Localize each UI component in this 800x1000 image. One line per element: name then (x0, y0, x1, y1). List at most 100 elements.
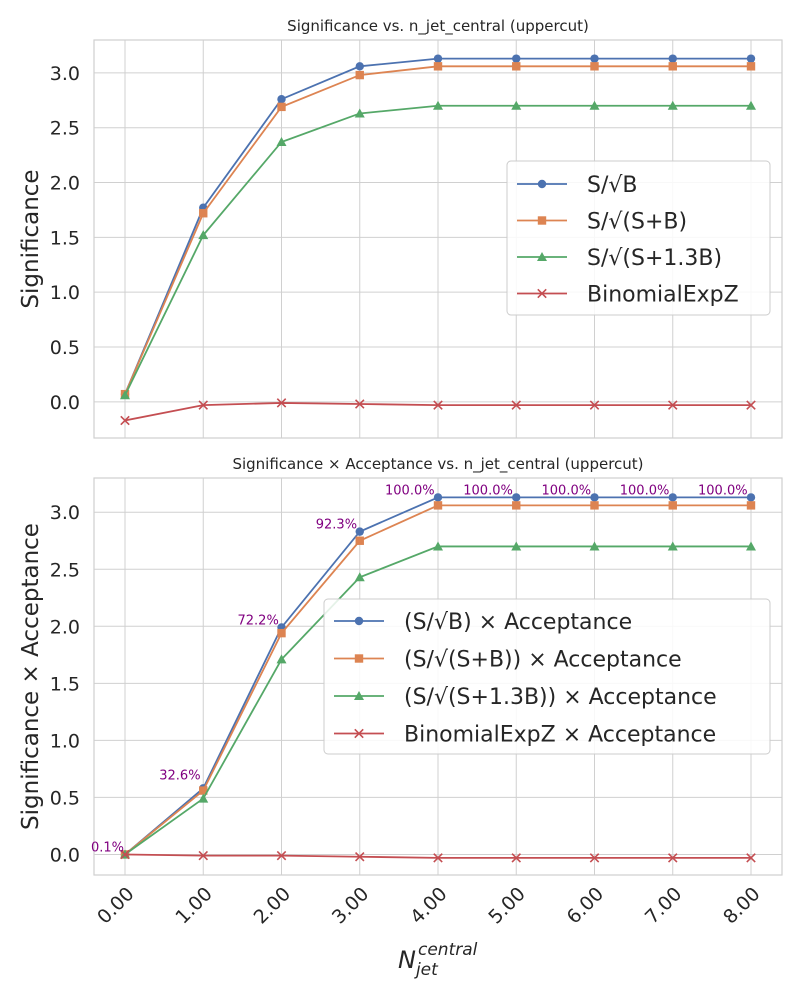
data-point (668, 493, 677, 502)
series-1 (120, 501, 756, 859)
y-tick-label: 2.5 (50, 559, 80, 581)
series-2 (120, 100, 756, 400)
x-tick-label: 4.00 (406, 883, 451, 928)
legend-label: (S/√(S+1.3B)) × Acceptance (404, 685, 717, 710)
data-point (512, 501, 521, 510)
x-tick-label: 3.00 (328, 883, 373, 928)
data-point (433, 62, 443, 71)
legend-swatch-marker (537, 288, 547, 299)
x-axis-label: Njet (398, 946, 439, 980)
y-tick-label: 0.0 (50, 392, 80, 414)
y-tick-label: 1.5 (50, 673, 80, 695)
y-tick-label: 2.0 (50, 173, 80, 195)
y-tick-label: 2.5 (50, 118, 80, 140)
data-point (668, 54, 677, 63)
data-point (746, 493, 756, 502)
legend-swatch-marker (537, 179, 547, 189)
data-point (512, 62, 521, 71)
data-point (589, 541, 600, 551)
legend-label: S/√(S+1.3B) (587, 246, 722, 271)
x-tick-label: 0.00 (93, 883, 138, 928)
data-point (198, 850, 209, 861)
plot-frame (93, 477, 783, 876)
data-point (668, 62, 677, 71)
chart-top-significance: 0.0 0.5 1.0 1.5 2.0 2.5 3.0 Significance vs. n_… (18, 17, 783, 439)
acceptance-annotation: 100.0% (698, 483, 748, 498)
legend-box (506, 160, 771, 316)
data-point (120, 415, 130, 426)
acceptance-annotation: 32.6% (159, 768, 200, 783)
legend-swatch-marker (354, 616, 364, 626)
legend-swatch-marker (354, 728, 364, 739)
y-tick-label: 1.5 (50, 227, 80, 249)
y-tick-label: 2.0 (50, 616, 80, 638)
acceptance-annotation: 0.1% (91, 840, 124, 855)
data-point (277, 102, 286, 112)
legend: S/√B S/√(S+B) S/√(S+1.3B) BinomialExpZ (506, 160, 771, 316)
data-point (589, 853, 600, 863)
data-point (355, 70, 364, 80)
data-point (746, 501, 756, 510)
legend-label: BinomialExpZ × Acceptance (404, 723, 716, 748)
y-axis-label: Significance × Acceptance (18, 523, 44, 830)
x-tick-label: 2.00 (250, 883, 295, 928)
data-point (511, 853, 522, 863)
data-point (746, 62, 756, 71)
data-point (199, 786, 208, 795)
data-point (667, 853, 678, 863)
series-3 (120, 849, 756, 863)
data-point (668, 501, 677, 510)
data-point (433, 501, 443, 510)
data-point (277, 628, 286, 638)
acceptance-annotation: 72.2% (238, 613, 279, 628)
data-point (590, 62, 599, 71)
data-point (746, 541, 756, 551)
x-tick-label: 1.00 (171, 883, 216, 928)
data-point (746, 853, 756, 863)
data-point (355, 62, 364, 71)
data-point (512, 54, 521, 63)
legend-swatch-marker (537, 216, 547, 225)
data-point (667, 400, 678, 410)
data-point (354, 108, 365, 118)
data-point (511, 100, 522, 110)
legend-swatch-marker (354, 654, 364, 663)
data-point (276, 850, 287, 861)
data-point (354, 851, 365, 862)
data-point (512, 493, 521, 502)
series-3 (120, 398, 756, 426)
x-axis-label-main: N (398, 946, 416, 974)
y-tick-label: 0.5 (50, 337, 80, 359)
y-tick-label: 1.0 (50, 730, 80, 752)
y-tick-label: 3.0 (50, 63, 80, 85)
data-point (355, 536, 364, 545)
series-2 (120, 541, 756, 859)
data-point (433, 400, 443, 410)
data-point (276, 654, 287, 664)
acceptance-annotation: 100.0% (463, 483, 513, 498)
data-point (590, 501, 599, 510)
y-tick-label: 3.0 (50, 502, 80, 524)
data-point (667, 100, 678, 110)
data-point (667, 541, 678, 551)
data-point (433, 853, 443, 863)
x-tick-label: 5.00 (484, 883, 529, 928)
series-0 (120, 54, 756, 399)
data-point (354, 399, 365, 409)
data-point (433, 541, 443, 551)
acceptance-annotation: 100.0% (385, 483, 435, 498)
data-point (589, 100, 600, 110)
data-point (433, 493, 443, 502)
data-point (276, 398, 287, 408)
x-tick-label: 6.00 (563, 883, 608, 928)
y-tick-label: 0.5 (50, 787, 80, 809)
data-point (198, 230, 209, 240)
x-tick-label: 8.00 (719, 883, 764, 928)
x-axis-label-sup: central (418, 940, 478, 960)
chart-title: Significance vs. n_jet_central (uppercut… (287, 17, 589, 36)
chart-bottom-significance-acceptance: 0.0 0.5 1.0 1.5 2.0 2.5 3.0 0.00 1.00 2.00 3.00 4.0… (18, 455, 783, 980)
acceptance-annotation: 100.0% (620, 483, 670, 498)
plot-frame (93, 39, 783, 439)
data-point (199, 209, 208, 218)
